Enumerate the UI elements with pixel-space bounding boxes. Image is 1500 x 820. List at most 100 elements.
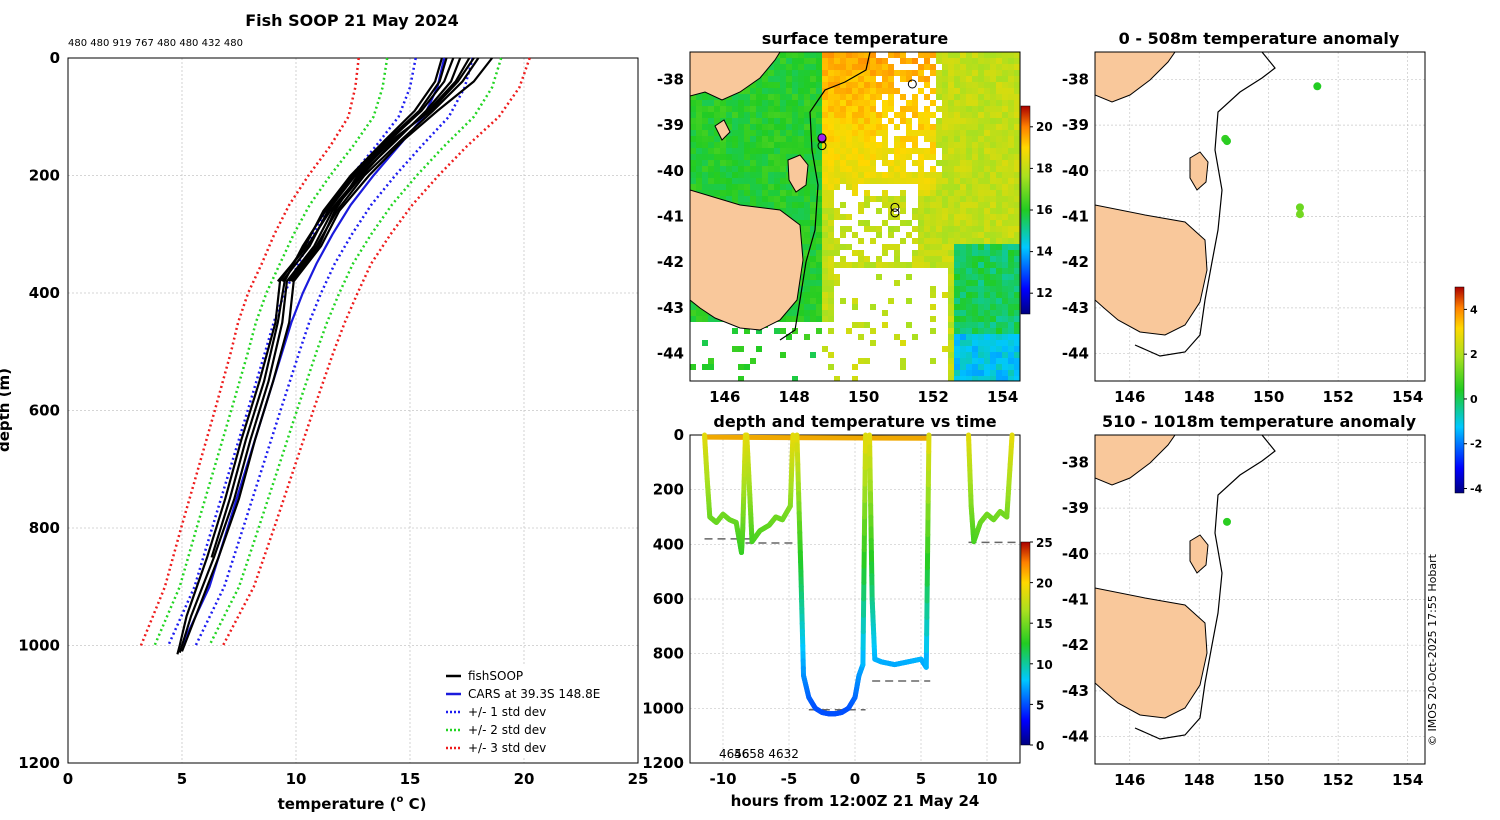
map-x-tick-label: 154 (1392, 388, 1423, 406)
sst-pixel (762, 136, 768, 142)
sst-pixel (744, 124, 750, 130)
sst-pixel (966, 304, 972, 310)
sst-pixel (858, 160, 864, 166)
sst-pixel (984, 154, 990, 160)
sst-pixel (1002, 262, 1008, 268)
sst-pixel (966, 220, 972, 226)
sst-pixel (822, 154, 828, 160)
sst-pixel (918, 160, 924, 166)
sst-pixel (1002, 82, 1008, 88)
anomaly-lower-point (1223, 517, 1231, 526)
sst-pixel (816, 256, 822, 262)
sst-pixel (792, 202, 798, 208)
sst-pixel (822, 190, 828, 196)
sst-pixel (954, 226, 960, 232)
sst-pixel (858, 178, 864, 184)
sst-pixel (990, 100, 996, 106)
sst-pixel (708, 112, 714, 118)
sst-pixel (1014, 64, 1020, 70)
sst-pixel (714, 160, 720, 166)
sst-pixel (870, 94, 876, 100)
sst-pixel (1014, 184, 1020, 190)
sst-pixel (834, 244, 840, 250)
sst-pixel (1002, 340, 1008, 346)
sst-pixel (936, 136, 942, 142)
sst-pixel (756, 172, 762, 178)
sst-pixel (966, 64, 972, 70)
sst-pixel (816, 166, 822, 172)
sst-pixel (966, 364, 972, 370)
sst-pixel (984, 250, 990, 256)
sst-pixel (954, 376, 960, 381)
sst-pixel (858, 82, 864, 88)
sst-pixel (996, 100, 1002, 106)
anomaly-upper-panel: 0 - 508m temperature anomaly 146 148 150 15… (1062, 29, 1426, 406)
sst-pixel (702, 118, 708, 124)
sst-pixel (936, 184, 942, 190)
sst-pixel (972, 76, 978, 82)
sst-pixel (840, 256, 846, 262)
sst-pixel (834, 160, 840, 166)
sst-pixel (966, 238, 972, 244)
sst-pixel (768, 136, 774, 142)
sst-pixel (828, 202, 834, 208)
sst-pixel (750, 172, 756, 178)
sst-pixel (948, 376, 954, 381)
sst-pixel (978, 370, 984, 376)
sst-pixel (708, 154, 714, 160)
sst-pixel (996, 148, 1002, 154)
sst-pixel (834, 124, 840, 130)
sst-pixel (978, 358, 984, 364)
sst-pixel (978, 238, 984, 244)
sst-pixel (780, 202, 786, 208)
sst-pixel (780, 142, 786, 148)
sst-pixel (714, 136, 720, 142)
sst-pixel (810, 112, 816, 118)
sst-pixel (762, 190, 768, 196)
sst-pixel (1002, 166, 1008, 172)
sst-pixel (840, 166, 846, 172)
sst-pixel (900, 52, 906, 58)
sst-pixel (816, 76, 822, 82)
sst-pixel (834, 64, 840, 70)
map-x-tick-label: 154 (987, 388, 1018, 406)
sst-pixel (882, 124, 888, 130)
profile-y-label: depth (m) (0, 368, 13, 452)
sst-pixel (918, 262, 924, 268)
sst-pixel (792, 208, 798, 214)
header-note: 480 480 919 767 480 480 432 480 (68, 38, 243, 49)
sst-pixel (996, 280, 1002, 286)
sst-pixel (918, 88, 924, 94)
sst-pixel (906, 274, 912, 280)
sst-pixel (990, 304, 996, 310)
sst-pixel (822, 52, 828, 58)
sst-pixel (810, 160, 816, 166)
sst-pixel (924, 226, 930, 232)
sst-pixel (960, 322, 966, 328)
sst-pixel (762, 154, 768, 160)
sst-pixel (978, 130, 984, 136)
sst-pixel (720, 172, 726, 178)
anomaly-upper-mainland (1095, 52, 1176, 103)
sst-pixel (948, 358, 954, 364)
depth-time-colorbar (1020, 541, 1031, 746)
sst-pixel (846, 82, 852, 88)
sst-pixel (906, 172, 912, 178)
sst-pixel (984, 376, 990, 381)
sst-pixel (948, 232, 954, 238)
sst-pixel (960, 82, 966, 88)
sst-pixel (750, 130, 756, 136)
sst-pixel (822, 94, 828, 100)
sst-pixel (972, 142, 978, 148)
sst-pixel (750, 178, 756, 184)
sst-pixel (942, 208, 948, 214)
sst-pixel (744, 94, 750, 100)
sst-pixel (756, 346, 762, 352)
sst-king-island (714, 119, 731, 141)
map-y-tick-label: -39 (1062, 116, 1089, 134)
sst-pixel (954, 52, 960, 58)
sst-pixel (804, 250, 810, 256)
sst-pixel (792, 88, 798, 94)
sst-pixel (822, 310, 828, 316)
sst-pixel (888, 160, 894, 166)
